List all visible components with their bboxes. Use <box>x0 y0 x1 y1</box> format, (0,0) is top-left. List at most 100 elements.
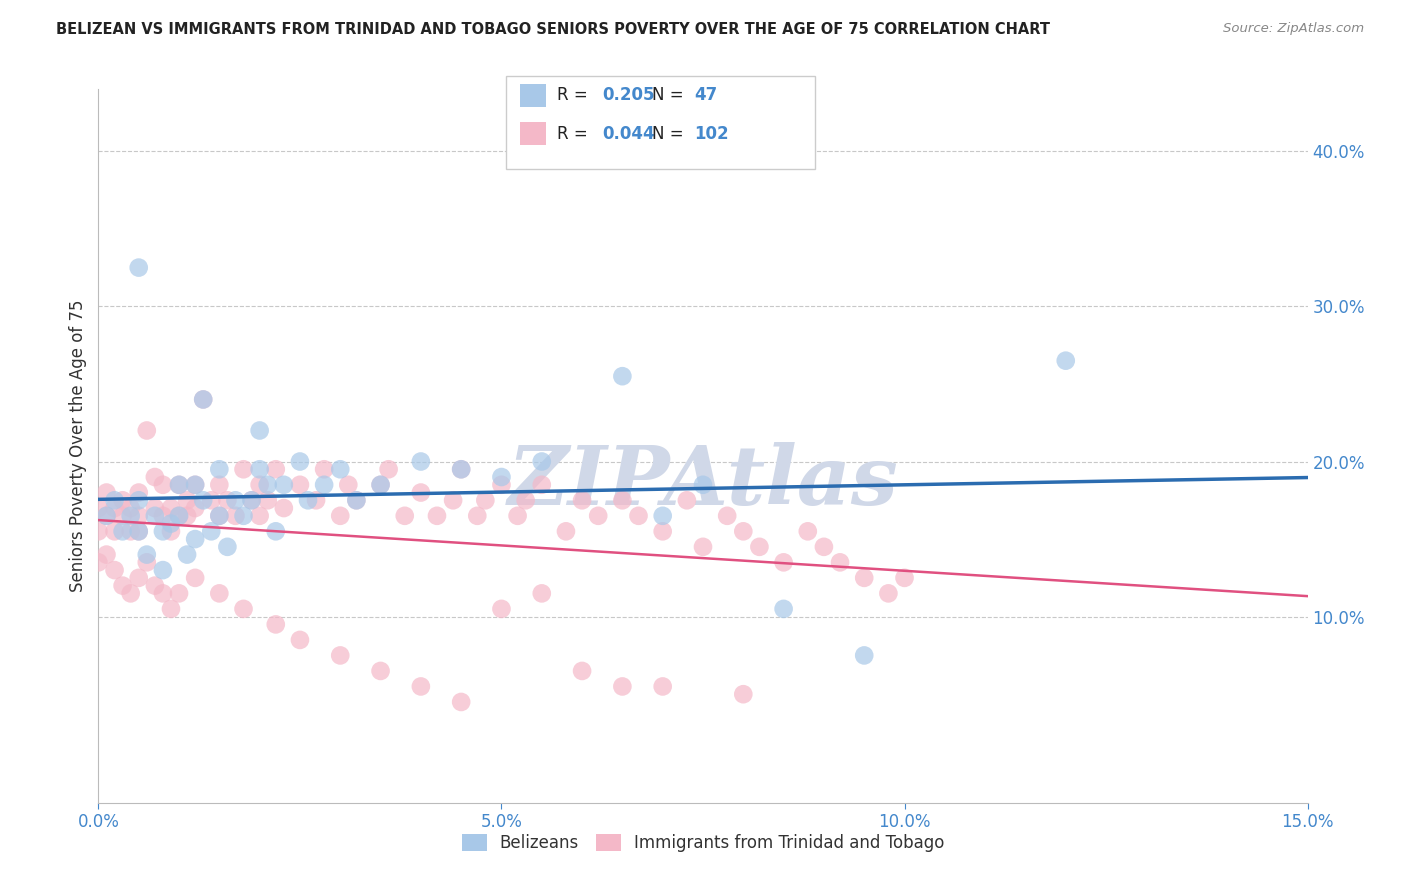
Text: 0.044: 0.044 <box>602 125 654 143</box>
Point <box>167 586 190 600</box>
Point <box>813 540 835 554</box>
Point <box>160 516 183 531</box>
Text: Source: ZipAtlas.com: Source: ZipAtlas.com <box>1223 22 1364 36</box>
Point <box>103 563 125 577</box>
Point <box>208 462 231 476</box>
Point <box>506 508 529 523</box>
Point <box>491 477 513 491</box>
Point <box>651 680 673 694</box>
Point <box>288 477 311 491</box>
Point <box>249 424 271 438</box>
Point <box>152 508 174 523</box>
Point <box>120 501 142 516</box>
Point <box>370 664 392 678</box>
Point <box>692 540 714 554</box>
Point <box>344 493 367 508</box>
Point <box>586 508 609 523</box>
Point <box>692 477 714 491</box>
Point <box>329 462 352 476</box>
Point <box>893 571 915 585</box>
Point <box>128 493 150 508</box>
Point <box>208 508 231 523</box>
Point <box>167 508 190 523</box>
Point <box>474 493 496 508</box>
Point <box>409 680 432 694</box>
Point <box>264 524 287 539</box>
Point <box>120 508 142 523</box>
Point <box>184 477 207 491</box>
Point <box>232 462 254 476</box>
Point <box>128 508 150 523</box>
Point <box>853 648 876 663</box>
Point <box>96 548 118 562</box>
Point <box>409 485 432 500</box>
Point <box>441 493 464 508</box>
Point <box>733 524 755 539</box>
Point <box>103 524 125 539</box>
Text: ZIPAtlas: ZIPAtlas <box>508 442 898 522</box>
Point <box>249 508 271 523</box>
Point <box>152 524 174 539</box>
Point <box>128 571 150 585</box>
Point <box>184 501 207 516</box>
Point <box>96 508 118 523</box>
Point <box>135 424 157 438</box>
Text: R =: R = <box>557 87 593 104</box>
Point <box>716 508 738 523</box>
Point <box>329 508 352 523</box>
Point <box>555 524 578 539</box>
Point <box>853 571 876 585</box>
Point <box>96 508 118 523</box>
Point <box>160 501 183 516</box>
Point <box>152 586 174 600</box>
Point <box>128 524 150 539</box>
Text: N =: N = <box>652 125 689 143</box>
Point <box>232 508 254 523</box>
Point <box>256 477 278 491</box>
Point <box>240 493 263 508</box>
Point <box>273 477 295 491</box>
Point <box>314 462 336 476</box>
Text: BELIZEAN VS IMMIGRANTS FROM TRINIDAD AND TOBAGO SENIORS POVERTY OVER THE AGE OF : BELIZEAN VS IMMIGRANTS FROM TRINIDAD AND… <box>56 22 1050 37</box>
Point <box>288 454 311 468</box>
Legend: Belizeans, Immigrants from Trinidad and Tobago: Belizeans, Immigrants from Trinidad and … <box>456 827 950 859</box>
Point <box>143 470 166 484</box>
Point <box>651 508 673 523</box>
Point <box>111 508 134 523</box>
Point <box>217 493 239 508</box>
Point <box>152 563 174 577</box>
Point <box>288 632 311 647</box>
Point <box>426 508 449 523</box>
Point <box>249 477 271 491</box>
Point <box>491 602 513 616</box>
Point <box>515 493 537 508</box>
Point <box>176 508 198 523</box>
Text: 47: 47 <box>695 87 718 104</box>
Point <box>143 579 166 593</box>
Point <box>200 524 222 539</box>
Point <box>370 477 392 491</box>
Point <box>530 454 553 468</box>
Point <box>394 508 416 523</box>
Point <box>193 392 215 407</box>
Point <box>297 493 319 508</box>
Point <box>193 493 215 508</box>
Point <box>748 540 770 554</box>
Point <box>193 392 215 407</box>
Point <box>111 524 134 539</box>
Point <box>627 508 650 523</box>
Point <box>491 470 513 484</box>
Point <box>152 477 174 491</box>
Point <box>103 493 125 508</box>
Point <box>772 555 794 569</box>
Point <box>96 485 118 500</box>
Point <box>87 501 110 516</box>
Point <box>208 477 231 491</box>
Point <box>167 477 190 491</box>
Point <box>103 501 125 516</box>
Point <box>184 477 207 491</box>
Point <box>377 462 399 476</box>
Point <box>143 508 166 523</box>
Point <box>217 540 239 554</box>
Point <box>128 524 150 539</box>
